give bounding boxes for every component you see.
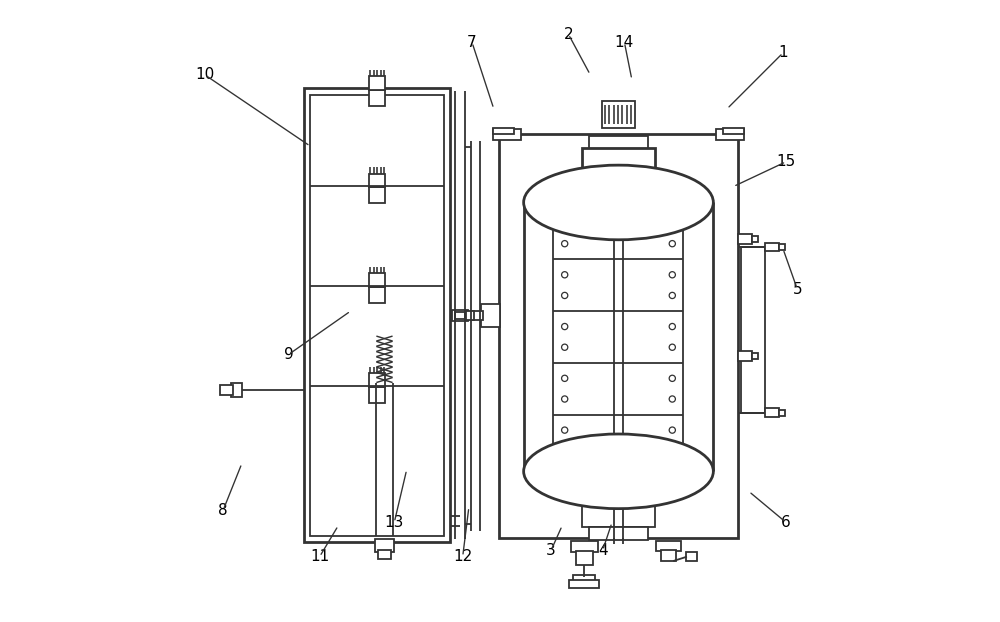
Bar bbox=[304, 88, 450, 542]
Bar bbox=[738, 351, 752, 361]
Text: 13: 13 bbox=[385, 515, 404, 530]
Bar bbox=[369, 387, 385, 403]
Bar bbox=[582, 149, 655, 169]
Bar bbox=[589, 527, 648, 540]
Bar bbox=[369, 373, 385, 387]
Circle shape bbox=[562, 272, 568, 278]
Bar bbox=[573, 575, 595, 582]
Text: 6: 6 bbox=[781, 515, 791, 530]
Bar bbox=[452, 310, 468, 321]
Text: 12: 12 bbox=[453, 549, 472, 564]
Bar bbox=[471, 311, 483, 320]
Bar bbox=[493, 129, 521, 140]
Bar bbox=[716, 129, 744, 140]
Bar bbox=[481, 305, 500, 327]
Bar bbox=[310, 95, 444, 536]
Bar bbox=[455, 312, 465, 319]
Bar bbox=[779, 409, 785, 415]
Bar bbox=[661, 550, 676, 561]
Circle shape bbox=[562, 396, 568, 402]
Bar bbox=[752, 236, 758, 242]
Text: 10: 10 bbox=[195, 67, 214, 82]
Bar bbox=[738, 234, 752, 244]
Ellipse shape bbox=[524, 165, 713, 240]
Bar bbox=[378, 550, 391, 560]
Ellipse shape bbox=[524, 434, 713, 509]
Bar bbox=[562, 464, 675, 479]
Circle shape bbox=[669, 292, 675, 299]
Bar bbox=[582, 506, 655, 527]
Text: 8: 8 bbox=[218, 503, 228, 518]
Text: 1: 1 bbox=[778, 45, 788, 60]
Circle shape bbox=[669, 427, 675, 433]
Bar bbox=[576, 551, 593, 565]
Text: 9: 9 bbox=[284, 347, 293, 362]
Bar bbox=[569, 580, 599, 588]
Circle shape bbox=[562, 344, 568, 350]
Circle shape bbox=[669, 241, 675, 247]
Circle shape bbox=[562, 292, 568, 299]
Circle shape bbox=[669, 272, 675, 278]
Bar bbox=[752, 353, 758, 359]
Text: 14: 14 bbox=[615, 35, 634, 50]
Bar bbox=[369, 187, 385, 203]
Text: 5: 5 bbox=[793, 282, 802, 297]
Bar bbox=[466, 311, 474, 320]
Bar bbox=[571, 541, 598, 552]
Circle shape bbox=[669, 344, 675, 350]
Bar bbox=[602, 101, 635, 128]
Text: 3: 3 bbox=[546, 543, 556, 558]
Bar bbox=[723, 128, 744, 134]
Bar bbox=[765, 408, 779, 417]
Bar bbox=[589, 136, 648, 149]
Bar bbox=[369, 287, 385, 304]
Circle shape bbox=[562, 323, 568, 330]
Text: 4: 4 bbox=[598, 543, 607, 558]
Circle shape bbox=[562, 241, 568, 247]
Circle shape bbox=[669, 323, 675, 330]
Text: 7: 7 bbox=[467, 35, 477, 50]
Text: 15: 15 bbox=[776, 154, 796, 169]
Bar bbox=[375, 539, 394, 552]
Bar bbox=[369, 76, 385, 90]
Bar bbox=[369, 274, 385, 287]
Bar bbox=[369, 90, 385, 106]
Text: 11: 11 bbox=[310, 549, 329, 564]
Bar bbox=[499, 134, 738, 538]
Bar bbox=[562, 204, 675, 220]
Circle shape bbox=[562, 375, 568, 381]
Bar bbox=[493, 128, 514, 134]
Bar bbox=[779, 244, 785, 250]
Bar bbox=[656, 541, 681, 551]
Text: 2: 2 bbox=[564, 27, 573, 42]
Bar bbox=[686, 552, 697, 561]
Bar bbox=[220, 385, 233, 395]
Bar bbox=[765, 243, 779, 251]
Circle shape bbox=[562, 427, 568, 433]
Circle shape bbox=[669, 396, 675, 402]
Bar bbox=[369, 174, 385, 187]
Bar bbox=[741, 247, 765, 413]
Circle shape bbox=[669, 375, 675, 381]
Bar bbox=[231, 383, 242, 397]
